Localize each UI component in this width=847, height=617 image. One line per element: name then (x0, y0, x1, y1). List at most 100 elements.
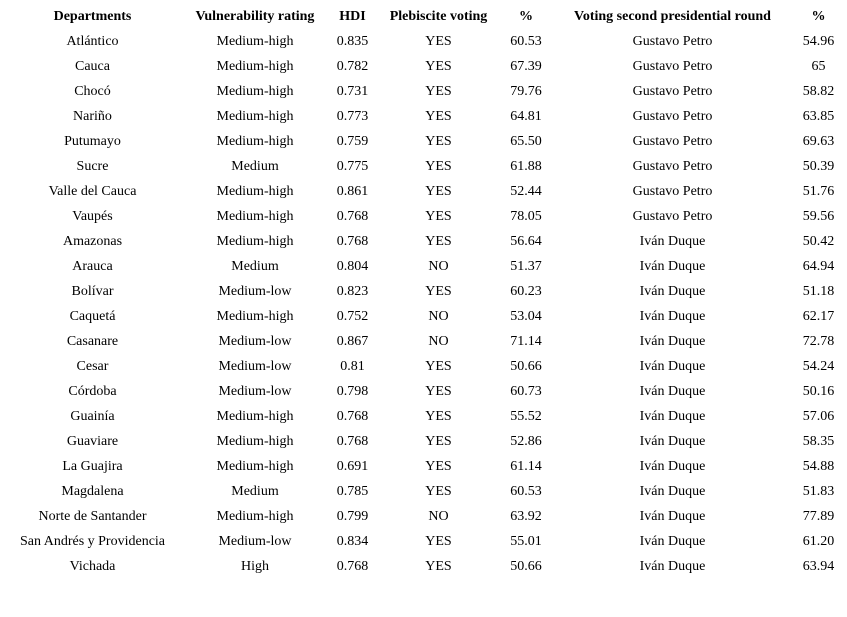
cell-vulnerability-rating: Medium-high (216, 508, 294, 524)
column-header-second-round-candidate: Voting second presidential round (574, 8, 771, 24)
cell-second-round-percent: 50.42 (802, 233, 835, 249)
table-row: Córdoba Medium-low 0.798 YES 60.73 Iván Duque… (0, 379, 847, 404)
cell-department: Arauca (72, 258, 113, 274)
cell-second-round-percent: 51.18 (802, 283, 835, 299)
table-row: Nariño Medium-high 0.773 YES 64.81 Gustavo Pe… (0, 104, 847, 129)
cell-vulnerability-rating: Medium-low (218, 383, 292, 399)
cell-vulnerability-rating: Medium-high (216, 208, 294, 224)
cell-plebiscite-percent: 61.88 (510, 158, 542, 174)
cell-plebiscite-voting: YES (425, 58, 452, 74)
cell-second-round-candidate: Iván Duque (639, 233, 706, 249)
cell-plebiscite-percent: 60.53 (510, 483, 542, 499)
cell-vulnerability-rating: Medium (231, 258, 279, 274)
cell-plebiscite-percent: 53.04 (510, 308, 542, 324)
cell-department: Amazonas (62, 233, 123, 249)
cell-second-round-percent: 69.63 (802, 133, 835, 149)
cell-department: Bolívar (71, 283, 114, 299)
cell-hdi: 0.768 (336, 233, 369, 249)
cell-hdi: 0.81 (340, 358, 365, 374)
column-header-second-round-percent: % (811, 8, 826, 24)
cell-vulnerability-rating: Medium-high (216, 83, 294, 99)
cell-vulnerability-rating: Medium-high (216, 433, 294, 449)
cell-hdi: 0.759 (336, 133, 369, 149)
cell-second-round-candidate: Gustavo Petro (632, 183, 713, 199)
cell-vulnerability-rating: Medium (231, 158, 279, 174)
cell-second-round-candidate: Gustavo Petro (632, 208, 713, 224)
cell-second-round-candidate: Iván Duque (639, 383, 706, 399)
table-row: Guainía Medium-high 0.768 YES 55.52 Iván Duqu… (0, 404, 847, 429)
cell-vulnerability-rating: Medium (231, 483, 279, 499)
cell-second-round-candidate: Iván Duque (639, 508, 706, 524)
cell-plebiscite-voting: YES (425, 558, 452, 574)
cell-vulnerability-rating: Medium-high (216, 458, 294, 474)
cell-plebiscite-percent: 60.73 (510, 383, 542, 399)
cell-second-round-percent: 51.76 (802, 183, 835, 199)
table-row: Magdalena Medium 0.785 YES 60.53 Iván Duque 51… (0, 479, 847, 504)
cell-department: San Andrés y Providencia (19, 533, 166, 549)
table-row: Caquetá Medium-high 0.752 NO 53.04 Iván Duque… (0, 304, 847, 329)
cell-department: Valle del Cauca (48, 183, 137, 199)
table-row: Cauca Medium-high 0.782 YES 67.39 Gustavo Pet… (0, 54, 847, 79)
cell-second-round-percent: 58.82 (802, 83, 835, 99)
table-row: Chocó Medium-high 0.731 YES 79.76 Gustavo Pet… (0, 79, 847, 104)
cell-second-round-percent: 62.17 (802, 308, 835, 324)
cell-plebiscite-voting: YES (425, 83, 452, 99)
cell-second-round-percent: 63.94 (802, 558, 835, 574)
cell-hdi: 0.834 (336, 533, 369, 549)
cell-second-round-candidate: Iván Duque (639, 483, 706, 499)
cell-plebiscite-percent: 60.53 (510, 33, 542, 49)
table-row: La Guajira Medium-high 0.691 YES 61.14 Iván D… (0, 454, 847, 479)
cell-hdi: 0.752 (336, 308, 369, 324)
cell-plebiscite-voting: NO (428, 258, 449, 274)
cell-plebiscite-voting: YES (425, 158, 452, 174)
cell-second-round-percent: 54.96 (802, 33, 835, 49)
cell-plebiscite-percent: 55.01 (510, 533, 542, 549)
cell-plebiscite-percent: 63.92 (510, 508, 542, 524)
cell-department: Guaviare (66, 433, 119, 449)
cell-second-round-percent: 72.78 (802, 333, 835, 349)
cell-hdi: 0.768 (336, 433, 369, 449)
cell-hdi: 0.691 (336, 458, 369, 474)
cell-plebiscite-voting: YES (425, 408, 452, 424)
cell-plebiscite-voting: YES (425, 33, 452, 49)
cell-plebiscite-percent: 67.39 (510, 58, 542, 74)
cell-hdi: 0.823 (336, 283, 369, 299)
table-header-row: Departments Vulnerability rating HDI Plebis… (0, 4, 847, 29)
cell-second-round-percent: 51.83 (802, 483, 835, 499)
cell-plebiscite-percent: 78.05 (510, 208, 542, 224)
cell-vulnerability-rating: High (241, 558, 269, 574)
cell-department: Sucre (76, 158, 109, 174)
cell-second-round-candidate: Iván Duque (639, 308, 706, 324)
cell-vulnerability-rating: Medium-high (216, 308, 294, 324)
table-row: Sucre Medium 0.775 YES 61.88 Gustavo Petro 50.… (0, 154, 847, 179)
cell-vulnerability-rating: Medium-high (216, 183, 294, 199)
cell-second-round-candidate: Iván Duque (639, 408, 706, 424)
cell-plebiscite-voting: YES (425, 483, 452, 499)
cell-plebiscite-voting: YES (425, 108, 452, 124)
cell-plebiscite-percent: 65.50 (510, 133, 542, 149)
cell-department: Atlántico (66, 33, 119, 49)
cell-plebiscite-voting: NO (428, 308, 449, 324)
cell-plebiscite-percent: 51.37 (510, 258, 542, 274)
cell-department: Guainía (70, 408, 115, 424)
table-row: Vichada High 0.768 YES 50.66 Iván Duque 63.94 (0, 554, 847, 579)
cell-second-round-percent: 54.88 (802, 458, 835, 474)
cell-vulnerability-rating: Medium-high (216, 133, 294, 149)
cell-second-round-candidate: Gustavo Petro (632, 158, 713, 174)
cell-department: La Guajira (62, 458, 123, 474)
column-header-department: Departments (53, 8, 132, 24)
cell-vulnerability-rating: Medium-low (218, 358, 292, 374)
cell-hdi: 0.798 (336, 383, 369, 399)
cell-plebiscite-voting: YES (425, 208, 452, 224)
cell-second-round-percent: 77.89 (802, 508, 835, 524)
cell-hdi: 0.804 (336, 258, 369, 274)
cell-second-round-candidate: Iván Duque (639, 358, 706, 374)
cell-department: Cauca (75, 58, 110, 74)
cell-plebiscite-percent: 50.66 (510, 558, 542, 574)
cell-second-round-percent: 57.06 (802, 408, 835, 424)
departments-voting-table: Departments Vulnerability rating HDI Plebis… (0, 4, 847, 579)
cell-vulnerability-rating: Medium-low (218, 533, 292, 549)
table-row: Bolívar Medium-low 0.823 YES 60.23 Iván Duque… (0, 279, 847, 304)
cell-second-round-candidate: Iván Duque (639, 258, 706, 274)
cell-second-round-percent: 63.85 (802, 108, 835, 124)
